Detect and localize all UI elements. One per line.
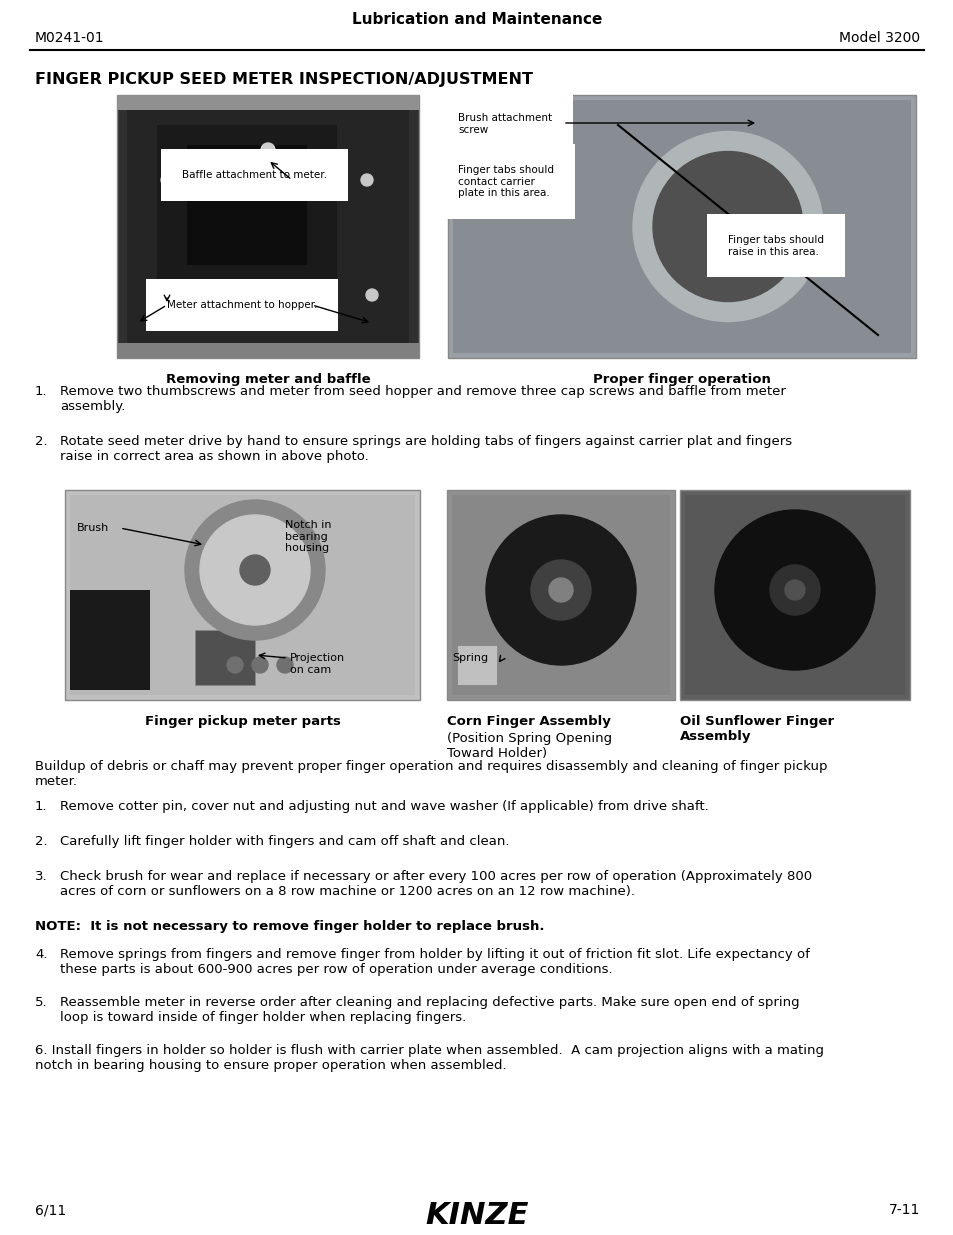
Text: 6/11: 6/11 — [35, 1203, 66, 1216]
Circle shape — [161, 289, 172, 301]
Circle shape — [652, 152, 802, 301]
Text: Brush: Brush — [77, 522, 110, 534]
Text: KINZE: KINZE — [425, 1200, 528, 1230]
Text: Projection
on cam: Projection on cam — [290, 653, 345, 674]
Bar — [70, 495, 415, 695]
Text: Buildup of debris or chaff may prevent proper finger operation and requires disa: Buildup of debris or chaff may prevent p… — [35, 760, 826, 788]
Circle shape — [784, 580, 804, 600]
Text: Oil Sunflower Finger
Assembly: Oil Sunflower Finger Assembly — [679, 715, 833, 743]
Text: 1.: 1. — [35, 385, 48, 398]
Circle shape — [714, 510, 874, 671]
Bar — [448, 95, 915, 358]
Circle shape — [261, 143, 274, 157]
Circle shape — [252, 657, 268, 673]
Circle shape — [531, 559, 590, 620]
Text: Remove springs from fingers and remove finger from holder by lifting it out of f: Remove springs from fingers and remove f… — [60, 948, 809, 976]
Text: 5.: 5. — [35, 995, 48, 1009]
Circle shape — [161, 174, 172, 186]
Bar — [447, 490, 675, 700]
Text: Spring: Spring — [452, 653, 488, 663]
Text: Corn Finger Assembly: Corn Finger Assembly — [447, 715, 610, 727]
Bar — [194, 630, 254, 685]
Circle shape — [240, 555, 270, 585]
Text: Notch in
bearing
housing: Notch in bearing housing — [285, 520, 331, 553]
Text: Model 3200: Model 3200 — [838, 31, 919, 44]
Text: Baffle attachment to meter.: Baffle attachment to meter. — [182, 170, 327, 180]
Text: Rotate seed meter drive by hand to ensure springs are holding tabs of fingers ag: Rotate seed meter drive by hand to ensur… — [60, 435, 791, 463]
Text: Removing meter and baffle: Removing meter and baffle — [166, 373, 370, 387]
Text: Lubrication and Maintenance: Lubrication and Maintenance — [352, 12, 601, 27]
Bar — [117, 343, 418, 358]
Bar — [127, 105, 409, 348]
Circle shape — [227, 657, 243, 673]
Bar — [679, 490, 909, 700]
Text: NOTE:  It is not necessary to remove finger holder to replace brush.: NOTE: It is not necessary to remove fing… — [35, 920, 544, 932]
Text: 4.: 4. — [35, 948, 48, 961]
Text: Meter attachment to hopper.: Meter attachment to hopper. — [167, 300, 317, 310]
Circle shape — [633, 131, 822, 321]
Text: Check brush for wear and replace if necessary or after every 100 acres per row o: Check brush for wear and replace if nece… — [60, 869, 811, 898]
Bar — [453, 100, 910, 353]
Text: 3.: 3. — [35, 869, 48, 883]
Text: Remove cotter pin, cover nut and adjusting nut and wave washer (If applicable) f: Remove cotter pin, cover nut and adjusti… — [60, 800, 708, 813]
Text: Brush attachment
screw: Brush attachment screw — [457, 112, 552, 135]
Circle shape — [366, 289, 377, 301]
Bar — [684, 495, 904, 695]
Text: Reassemble meter in reverse order after cleaning and replacing defective parts. : Reassemble meter in reverse order after … — [60, 995, 799, 1024]
Circle shape — [485, 515, 636, 664]
Text: 2.: 2. — [35, 435, 48, 448]
Text: (Position Spring Opening
Toward Holder): (Position Spring Opening Toward Holder) — [447, 732, 612, 760]
Circle shape — [200, 515, 310, 625]
Text: Carefully lift finger holder with fingers and cam off shaft and clean.: Carefully lift finger holder with finger… — [60, 835, 509, 848]
Bar — [157, 125, 336, 285]
Circle shape — [360, 174, 373, 186]
Circle shape — [769, 564, 820, 615]
Text: 6. Install fingers in holder so holder is flush with carrier plate when assemble: 6. Install fingers in holder so holder i… — [35, 1044, 823, 1072]
Bar — [452, 495, 669, 695]
Text: Remove two thumbscrews and meter from seed hopper and remove three cap screws an: Remove two thumbscrews and meter from se… — [60, 385, 785, 412]
Text: 7-11: 7-11 — [887, 1203, 919, 1216]
Circle shape — [185, 500, 325, 640]
Text: 1.: 1. — [35, 800, 48, 813]
Text: Finger tabs should
contact carrier
plate in this area.: Finger tabs should contact carrier plate… — [457, 165, 554, 198]
Text: Finger pickup meter parts: Finger pickup meter parts — [145, 715, 340, 727]
Bar — [456, 645, 497, 685]
Circle shape — [548, 578, 573, 601]
Text: M0241-01: M0241-01 — [35, 31, 105, 44]
Bar — [65, 490, 419, 700]
Bar — [70, 590, 150, 690]
Bar — [117, 95, 418, 358]
Text: 2.: 2. — [35, 835, 48, 848]
Bar — [187, 144, 307, 266]
Text: Finger tabs should
raise in this area.: Finger tabs should raise in this area. — [727, 235, 823, 257]
Circle shape — [276, 657, 293, 673]
Text: FINGER PICKUP SEED METER INSPECTION/ADJUSTMENT: FINGER PICKUP SEED METER INSPECTION/ADJU… — [35, 72, 533, 86]
Bar — [117, 95, 418, 110]
Text: Proper finger operation: Proper finger operation — [593, 373, 770, 387]
